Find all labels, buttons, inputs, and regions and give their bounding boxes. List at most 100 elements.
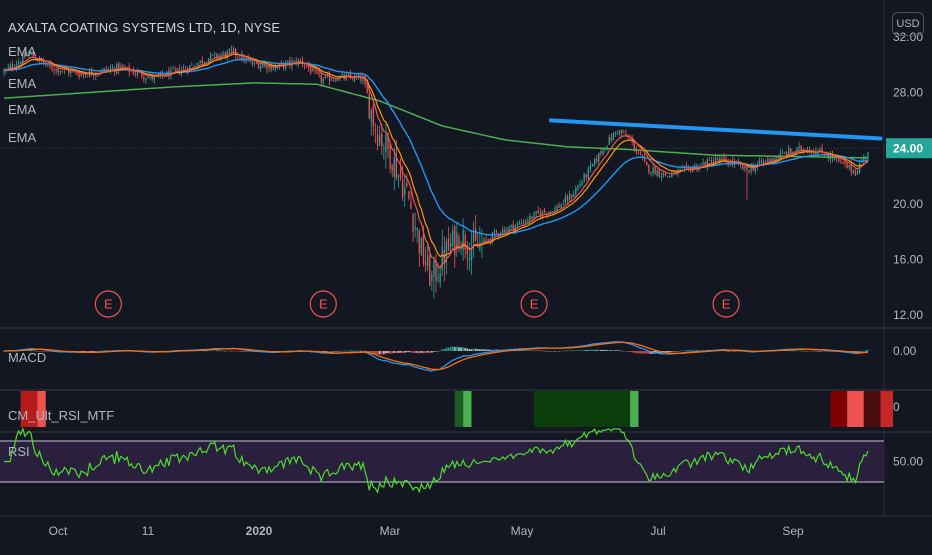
candle-body [537, 210, 539, 213]
macd-histogram-bar [393, 351, 396, 354]
macd-histogram-bar [526, 350, 529, 352]
macd-histogram-bar [808, 351, 811, 352]
candle-body [785, 151, 788, 156]
candle-body [11, 64, 13, 68]
candle-body [472, 231, 475, 242]
macd-histogram-bar [483, 349, 485, 351]
candle-body [792, 152, 794, 155]
macd-histogram-bar [821, 351, 823, 352]
candle-body [51, 65, 53, 70]
macd-histogram-bar [670, 351, 673, 352]
macd-histogram-bar [78, 351, 81, 352]
macd-histogram-bar [416, 351, 419, 353]
macd-histogram-bar [639, 351, 642, 354]
candle-body [134, 73, 137, 75]
macd-histogram-bar [819, 351, 821, 352]
cm-rsi-column [863, 391, 881, 427]
macd-histogram-bar [572, 350, 575, 352]
candle-body [662, 172, 665, 176]
candle-body [562, 203, 564, 205]
candle-body [74, 71, 76, 72]
candle-body [197, 62, 199, 66]
candle-body [669, 176, 671, 177]
study-label-ema-3[interactable]: EMA [8, 102, 37, 117]
macd-histogram-bar [451, 346, 454, 351]
macd-histogram-bar [533, 350, 535, 351]
macd-histogram-bar [435, 351, 437, 352]
macd-histogram-bar [725, 350, 727, 352]
macd-histogram-bar [243, 351, 245, 352]
study-label-ema-1[interactable]: EMA [8, 44, 37, 59]
candle-body [220, 54, 222, 57]
macd-histogram-bar [481, 349, 483, 351]
earnings-marker-label: E [319, 297, 328, 312]
candle-body [159, 72, 162, 76]
macd-histogram-bar [796, 350, 798, 352]
candle-body [817, 150, 819, 156]
candle-body [550, 210, 552, 213]
macd-histogram-bar [789, 350, 792, 352]
candle-body [176, 67, 178, 70]
candle-body [207, 58, 210, 63]
macd-histogram-bar [245, 351, 247, 352]
candle-body [287, 61, 289, 63]
candle-body [554, 208, 556, 212]
candle-body [353, 75, 356, 81]
candle-body [333, 79, 335, 81]
candle-body [633, 141, 635, 150]
macd-histogram-bar [658, 351, 661, 354]
macd-histogram-bar [103, 350, 106, 352]
study-label-macd[interactable]: MACD [8, 350, 47, 365]
candle-body [767, 159, 769, 162]
candle-body [600, 151, 602, 154]
candle-body [790, 148, 792, 153]
candle-body [585, 174, 587, 178]
candle-body [82, 74, 84, 75]
candle-body [445, 241, 448, 264]
macd-histogram-bar [32, 350, 35, 351]
candle-body [264, 65, 266, 67]
macd-histogram-bar [854, 351, 857, 352]
candle-body [318, 72, 320, 75]
macd-histogram-bar [645, 351, 648, 354]
macd-histogram-bar [677, 351, 679, 352]
macd-histogram-bar [201, 350, 204, 352]
candle-body [331, 80, 333, 82]
macd-histogram-bar [610, 350, 613, 351]
candle-body [362, 76, 364, 81]
candle-body [109, 68, 112, 70]
macd-histogram-bar [687, 350, 690, 351]
candle-body [347, 74, 349, 76]
candle-body [673, 171, 675, 173]
candle-body [506, 229, 508, 232]
macd-histogram-bar [343, 350, 346, 352]
candle-body [652, 167, 654, 173]
macd-histogram-bar [405, 351, 408, 353]
candle-body [184, 68, 187, 70]
study-label-rsi[interactable]: RSI [8, 444, 30, 459]
macd-histogram-bar [608, 350, 611, 351]
macd-histogram-bar [589, 349, 592, 351]
candle-body [460, 248, 462, 249]
macd-histogram-bar [625, 351, 627, 352]
candle-body [587, 168, 589, 179]
candle-body [623, 132, 625, 134]
candle-body [399, 170, 402, 179]
candle-body [303, 65, 306, 67]
candle-body [84, 75, 87, 77]
candle-body [443, 249, 445, 265]
last-price-tag [886, 138, 932, 159]
study-label-ema-2[interactable]: EMA [8, 76, 37, 91]
study-label-cm-rsi[interactable]: CM_Ult_RSI_MTF [8, 408, 115, 423]
currency-button[interactable]: USD [892, 12, 924, 36]
candle-body [489, 239, 491, 242]
candle-body [539, 212, 541, 217]
macd-histogram-bar [516, 350, 519, 351]
candle-body [341, 74, 343, 76]
study-label-ema-4[interactable]: EMA [8, 130, 37, 145]
candle-body [593, 158, 596, 165]
macd-histogram-bar [737, 351, 740, 352]
candle-body [257, 64, 260, 69]
